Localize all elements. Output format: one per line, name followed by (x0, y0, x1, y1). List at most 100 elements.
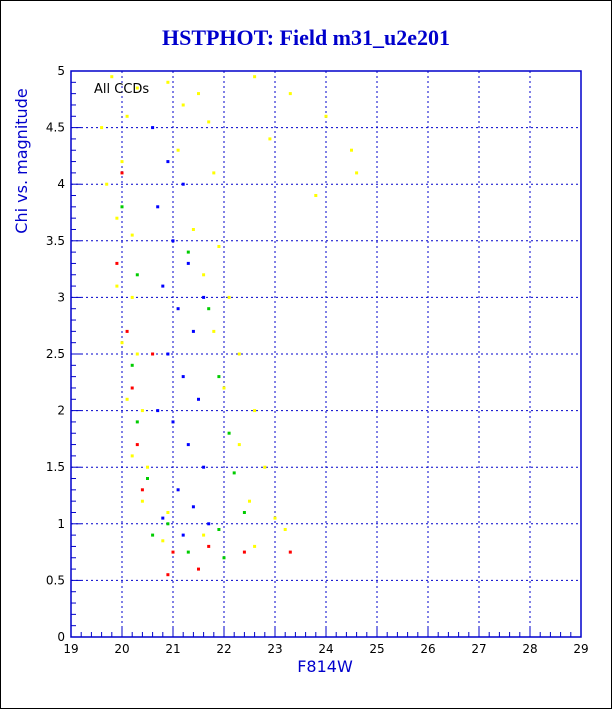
data-point (166, 522, 170, 526)
data-point (146, 465, 149, 469)
data-point (110, 75, 114, 79)
data-point (191, 505, 195, 509)
data-point (135, 273, 139, 277)
chart-title: HSTPHOT: Field m31_u2e201 (162, 25, 450, 50)
y-tick-label: 0.5 (46, 573, 65, 587)
data-point (181, 103, 185, 107)
data-point (191, 228, 195, 231)
data-point (212, 171, 216, 175)
x-tick-label: 27 (471, 642, 486, 656)
data-point (115, 216, 119, 220)
data-point (161, 539, 165, 543)
data-point (197, 567, 200, 571)
axis-ticks: 19 20 21 22 23 24 25 26 27 28 29 0 0.5 1 1.5 2 2.5 3 3.5 4 4… (46, 64, 589, 656)
data-point (222, 386, 226, 390)
y-tick-label: 3.5 (46, 234, 65, 248)
data-point (186, 443, 190, 447)
data-point (115, 284, 119, 288)
x-tick-label: 24 (318, 642, 333, 656)
data-point (191, 329, 195, 333)
data-point (140, 499, 144, 503)
data-point (171, 420, 175, 424)
data-point (207, 544, 211, 548)
data-point (120, 205, 124, 209)
data-point (135, 420, 139, 424)
grid-lines (71, 71, 581, 637)
data-point (242, 511, 246, 514)
data-point (355, 171, 359, 175)
x-tick-label: 21 (165, 642, 180, 656)
data-point (202, 295, 206, 299)
data-point (166, 511, 170, 514)
data-point (248, 499, 251, 503)
data-point (130, 363, 134, 367)
data-point (130, 295, 134, 299)
data-point (242, 550, 246, 554)
x-tick-label: 25 (369, 642, 384, 656)
y-tick-label: 4 (57, 177, 65, 191)
x-tick-label: 22 (216, 642, 231, 656)
data-point (237, 443, 241, 447)
data-point (314, 194, 318, 197)
data-point (100, 126, 104, 130)
x-tick-label: 20 (114, 642, 129, 656)
data-point (350, 148, 353, 152)
x-tick-label: 19 (63, 642, 78, 656)
y-tick-label: 2.5 (46, 347, 65, 361)
data-point (166, 352, 170, 356)
x-tick-label: 23 (267, 642, 282, 656)
data-point (125, 397, 129, 401)
data-point (197, 397, 200, 401)
data-point (263, 465, 267, 469)
data-point (217, 528, 221, 531)
data-point (181, 182, 185, 186)
data-point (115, 261, 119, 265)
data-point (202, 465, 206, 469)
data-point (146, 477, 149, 480)
data-point (202, 533, 206, 537)
data-point (125, 114, 129, 118)
data-point (171, 550, 175, 554)
data-point (273, 516, 277, 520)
data-point (217, 245, 221, 248)
data-point (135, 352, 139, 356)
y-tick-label: 0 (57, 630, 65, 644)
data-point (186, 250, 190, 254)
data-point (151, 352, 155, 356)
data-point (237, 352, 241, 356)
data-point (140, 488, 144, 492)
data-point (176, 148, 180, 152)
data-point (324, 114, 328, 118)
data-point (207, 307, 211, 311)
data-point (130, 454, 134, 458)
x-tick-label: 29 (573, 642, 588, 656)
y-tick-label: 1.5 (46, 460, 65, 474)
data-point (156, 205, 160, 209)
data-point (253, 544, 257, 548)
x-tick-label: 26 (420, 642, 435, 656)
data-point (166, 573, 170, 577)
data-point (181, 375, 185, 379)
data-point (202, 273, 206, 277)
data-point (125, 329, 129, 333)
y-tick-label: 3 (57, 290, 65, 304)
x-tick-label: 28 (522, 642, 537, 656)
data-point (186, 550, 190, 554)
data-point (212, 329, 216, 333)
y-tick-label: 1 (57, 517, 65, 531)
data-point (176, 488, 180, 492)
data-points (100, 75, 359, 577)
data-point (197, 92, 200, 96)
data-point (207, 120, 211, 124)
y-tick-label: 4.5 (46, 121, 65, 135)
data-point (253, 75, 257, 79)
chart-annotation: All CCDs (94, 82, 149, 97)
data-point (207, 522, 211, 526)
data-point (186, 261, 190, 265)
data-point (232, 471, 236, 475)
data-point (217, 375, 221, 379)
data-point (253, 409, 257, 413)
